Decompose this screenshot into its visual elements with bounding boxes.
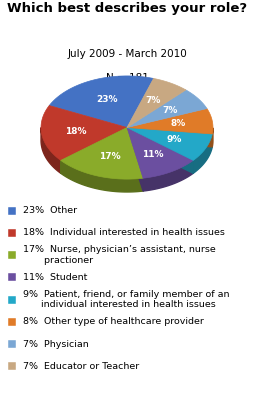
Polygon shape xyxy=(127,78,186,128)
Polygon shape xyxy=(193,134,212,173)
Text: Which best describes your role?: Which best describes your role? xyxy=(7,2,247,15)
Polygon shape xyxy=(127,128,212,160)
Polygon shape xyxy=(49,76,154,128)
Text: 23%: 23% xyxy=(96,95,117,104)
Text: 9%  Patient, friend, or family member of an
      individual interested in healt: 9% Patient, friend, or family member of … xyxy=(23,290,229,309)
Polygon shape xyxy=(127,108,213,134)
Polygon shape xyxy=(61,160,143,192)
Text: 7%: 7% xyxy=(162,106,177,115)
Polygon shape xyxy=(212,128,213,147)
Text: 11%: 11% xyxy=(142,150,164,159)
Polygon shape xyxy=(127,128,143,191)
Text: 17%: 17% xyxy=(99,152,120,161)
Polygon shape xyxy=(61,128,143,179)
Text: 8%: 8% xyxy=(170,119,186,128)
Polygon shape xyxy=(61,128,127,173)
Polygon shape xyxy=(127,128,193,173)
Polygon shape xyxy=(41,106,127,160)
FancyBboxPatch shape xyxy=(8,251,17,259)
Polygon shape xyxy=(127,128,193,178)
Text: 18%  Individual interested in health issues: 18% Individual interested in health issu… xyxy=(23,228,225,237)
Polygon shape xyxy=(61,128,127,173)
Text: 8%  Other type of healthcare provider: 8% Other type of healthcare provider xyxy=(23,317,203,326)
FancyBboxPatch shape xyxy=(8,340,17,348)
Polygon shape xyxy=(127,128,193,173)
Polygon shape xyxy=(143,160,193,191)
Text: 18%: 18% xyxy=(65,127,87,136)
Polygon shape xyxy=(127,128,212,147)
FancyBboxPatch shape xyxy=(8,318,17,326)
FancyBboxPatch shape xyxy=(8,206,17,214)
Text: July 2009 - March 2010: July 2009 - March 2010 xyxy=(67,49,187,59)
FancyBboxPatch shape xyxy=(8,296,17,303)
Text: 7%  Educator or Teacher: 7% Educator or Teacher xyxy=(23,362,139,371)
FancyBboxPatch shape xyxy=(8,273,17,281)
Text: 11%  Student: 11% Student xyxy=(23,273,87,282)
FancyBboxPatch shape xyxy=(8,229,17,237)
Polygon shape xyxy=(127,128,143,191)
Text: 7%  Physician: 7% Physician xyxy=(23,340,88,349)
Polygon shape xyxy=(41,128,61,173)
Text: 17%  Nurse, physician’s assistant, nurse
       practioner: 17% Nurse, physician’s assistant, nurse … xyxy=(23,245,215,265)
Text: 7%: 7% xyxy=(146,97,161,105)
Polygon shape xyxy=(127,128,212,147)
Text: N = 181: N = 181 xyxy=(106,73,148,83)
Polygon shape xyxy=(127,90,207,128)
Text: 23%  Other: 23% Other xyxy=(23,206,77,215)
FancyBboxPatch shape xyxy=(8,362,17,370)
Text: 9%: 9% xyxy=(167,135,182,144)
